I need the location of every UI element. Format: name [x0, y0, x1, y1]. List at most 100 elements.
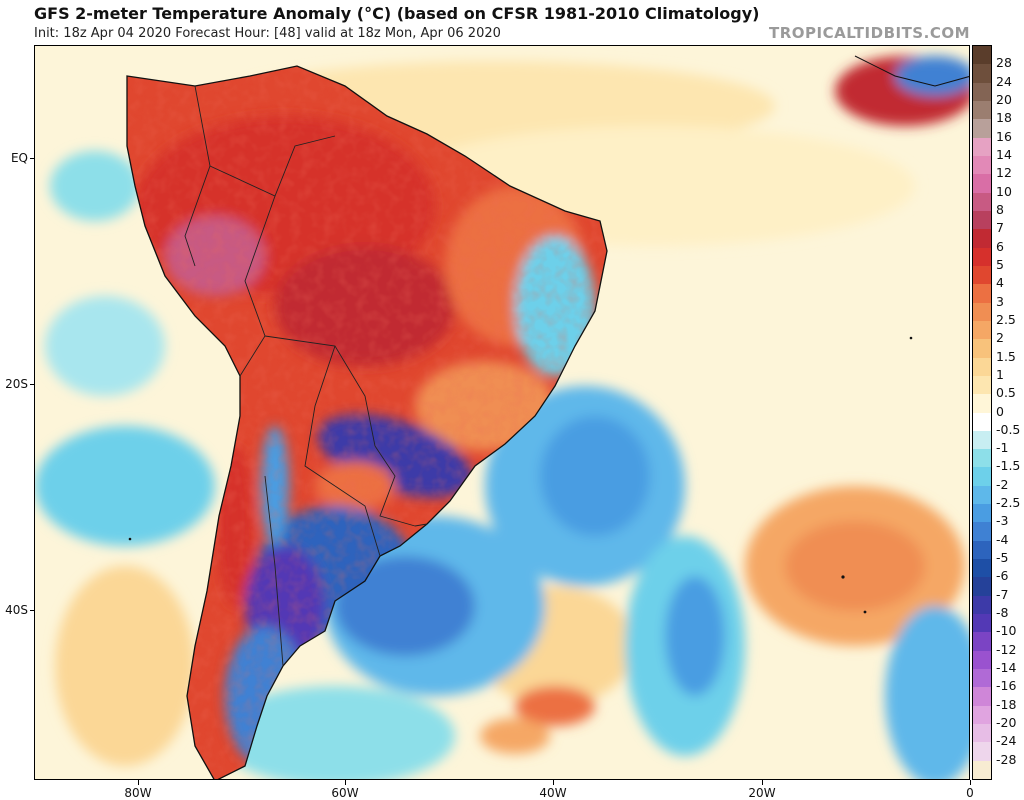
colorbar-swatch [973, 742, 991, 762]
colorbar-swatch [973, 559, 991, 578]
colorbar-swatch [973, 705, 991, 725]
colorbar-swatch [973, 430, 991, 450]
colorbar-swatch [973, 760, 991, 780]
anomaly-map-svg [35, 46, 969, 779]
lat-label-eq: EQ [10, 151, 28, 165]
colorbar-label: -1 [996, 440, 1009, 456]
lon-tick-20w [762, 780, 763, 785]
colorbar-label: -5 [996, 550, 1009, 566]
colorbar-label: 12 [996, 165, 1012, 181]
colorbar-label: 8 [996, 201, 1004, 217]
colorbar-swatch [973, 412, 991, 432]
colorbar [972, 45, 992, 780]
colorbar-label: -8 [996, 605, 1009, 621]
colorbar-swatch [973, 64, 991, 84]
colorbar-swatch [973, 650, 991, 670]
colorbar-label: 10 [996, 183, 1012, 199]
colorbar-swatch [973, 210, 991, 230]
colorbar-swatch [973, 155, 991, 175]
colorbar-swatch [973, 595, 991, 615]
colorbar-swatch [973, 540, 991, 560]
colorbar-swatch [973, 375, 991, 395]
colorbar-label: -20 [996, 715, 1017, 731]
colorbar-swatch [973, 522, 991, 542]
colorbar-swatch [973, 265, 991, 285]
colorbar-label: 14 [996, 146, 1012, 162]
colorbar-swatch [973, 449, 991, 468]
colorbar-label: -1.5 [996, 458, 1021, 474]
colorbar-swatch [973, 229, 991, 249]
colorbar-label: -18 [996, 696, 1017, 712]
colorbar-label: 2.5 [996, 311, 1016, 327]
colorbar-swatch [973, 394, 991, 413]
lat-label-20s: 20S [5, 377, 28, 391]
colorbar-swatch [973, 247, 991, 267]
lat-tick-20s [30, 384, 35, 385]
colorbar-label: -0.5 [996, 421, 1021, 437]
colorbar-swatch [973, 614, 991, 633]
colorbar-swatch [973, 100, 991, 120]
coastline [126, 65, 608, 779]
colorbar-swatch [973, 577, 991, 597]
colorbar-label: 0.5 [996, 385, 1016, 401]
colorbar-label: -12 [996, 641, 1017, 657]
colorbar-swatch [973, 82, 991, 102]
colorbar-swatch [973, 485, 991, 505]
lon-tick-0 [970, 780, 971, 785]
lon-tick-80w [138, 780, 139, 785]
colorbar-label: -2.5 [996, 495, 1021, 511]
colorbar-label: 16 [996, 128, 1012, 144]
colorbar-label: -4 [996, 531, 1009, 547]
lon-tick-40w [553, 780, 554, 785]
lon-label-20w: 20W [748, 786, 776, 800]
lon-tick-60w [345, 780, 346, 785]
colorbar-swatch [973, 174, 991, 194]
ocean-anomaly-fields [35, 56, 969, 779]
island-markers [128, 336, 913, 614]
colorbar-swatch [973, 192, 991, 212]
colorbar-swatch [973, 467, 991, 487]
colorbar-label: -16 [996, 678, 1017, 694]
colorbar-label: 18 [996, 110, 1012, 126]
colorbar-label: 5 [996, 256, 1004, 272]
colorbar-label: 24 [996, 73, 1012, 89]
anomaly-map [34, 45, 970, 780]
colorbar-label: -10 [996, 623, 1017, 639]
colorbar-swatch [973, 357, 991, 377]
lon-label-80w: 80W [124, 786, 152, 800]
colorbar-label: 6 [996, 238, 1004, 254]
colorbar-label: -7 [996, 586, 1009, 602]
map-title: GFS 2-meter Temperature Anomaly (°C) (ba… [34, 4, 760, 23]
colorbar-label: -28 [996, 751, 1017, 767]
lat-tick-40s [30, 610, 35, 611]
colorbar-label: 1.5 [996, 348, 1016, 364]
colorbar-swatch [973, 339, 991, 358]
colorbar-label: 20 [996, 91, 1012, 107]
colorbar-label: -24 [996, 733, 1017, 749]
map-subtitle: Init: 18z Apr 04 2020 Forecast Hour: [48… [34, 26, 501, 41]
colorbar-swatch [973, 284, 991, 304]
lon-label-40w: 40W [539, 786, 567, 800]
colorbar-label: 1 [996, 366, 1004, 382]
africa-coastline [854, 55, 969, 87]
colorbar-swatch [973, 137, 991, 157]
colorbar-swatch [973, 724, 991, 743]
lat-tick-eq [30, 158, 35, 159]
colorbar-label: 28 [996, 55, 1012, 71]
colorbar-label: 2 [996, 330, 1004, 346]
colorbar-label: -2 [996, 476, 1009, 492]
colorbar-label: -3 [996, 513, 1009, 529]
colorbar-swatch [973, 687, 991, 707]
lon-label-0: 0 [966, 786, 974, 800]
colorbar-swatch [973, 46, 991, 65]
colorbar-label: -6 [996, 568, 1009, 584]
colorbar-label: 7 [996, 220, 1004, 236]
colorbar-swatch [973, 504, 991, 523]
colorbar-swatch [973, 320, 991, 340]
colorbar-label: -14 [996, 660, 1017, 676]
colorbar-label: 0 [996, 403, 1004, 419]
lon-label-60w: 60W [331, 786, 359, 800]
colorbar-label: 3 [996, 293, 1004, 309]
country-borders [184, 85, 428, 667]
colorbar-label: 4 [996, 275, 1004, 291]
